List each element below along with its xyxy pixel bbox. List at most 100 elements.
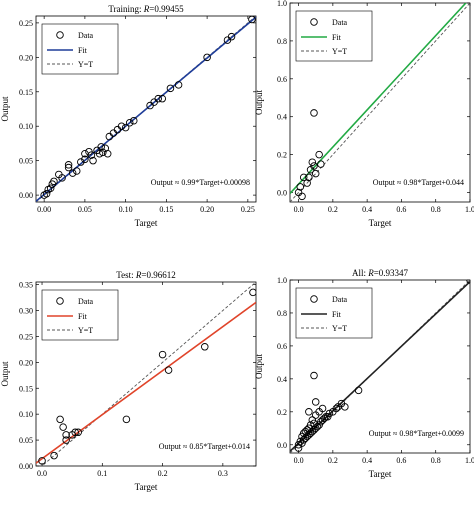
data-point — [296, 437, 305, 446]
x-tick-label: 0.3 — [218, 469, 228, 478]
data-point — [71, 428, 79, 437]
data-point — [95, 150, 104, 158]
data-point — [311, 398, 320, 406]
legend-data-marker — [56, 297, 64, 305]
legend-data-marker — [310, 18, 318, 26]
data-point — [166, 84, 175, 93]
data-point — [164, 366, 173, 374]
legend-fit-label: Fit — [78, 46, 88, 55]
y-tick-label: 0.4 — [277, 375, 287, 384]
title-r: R — [380, 0, 387, 1]
data-point — [310, 109, 318, 117]
y-tick-label: 0.0 — [277, 189, 287, 198]
lines-layer — [290, 280, 470, 453]
title-r: R — [135, 270, 142, 280]
lines-layer — [36, 282, 256, 466]
data-point — [121, 123, 130, 132]
legend: Data Fit Y=T — [295, 10, 373, 62]
y-tick-label: 0.00 — [19, 462, 33, 471]
data-point — [62, 436, 70, 444]
y-tick-label: 0.25 — [19, 19, 33, 28]
x-tick-label: 0.0 — [294, 456, 304, 465]
data-point — [81, 155, 89, 164]
title-prefix: Validation: — [339, 0, 381, 1]
y-tick-label: 0.0 — [277, 441, 287, 450]
panel-title: Training: R=0.99455 — [108, 4, 184, 14]
data-point — [311, 169, 320, 178]
data-point — [310, 162, 318, 170]
fit-line — [290, 281, 470, 452]
data-point — [68, 169, 77, 177]
data-point — [38, 457, 46, 465]
data-point — [318, 404, 327, 413]
y-tick-label: 0.35 — [19, 281, 33, 290]
data-point — [203, 53, 211, 62]
data-point — [46, 184, 55, 192]
title-value: =0.99455 — [149, 4, 184, 14]
legend-identity-label: Y=T — [332, 47, 347, 56]
panel-title: Test: R=0.96612 — [116, 270, 175, 280]
x-tick-label: 1.0 — [465, 205, 474, 214]
data-point — [42, 189, 51, 198]
x-tick-label: 0.4 — [362, 456, 372, 465]
x-tick-label: 0.2 — [328, 205, 338, 214]
y-tick-label: 0.20 — [19, 53, 33, 62]
y-tick-label: 0.2 — [277, 151, 287, 160]
title-value: =0.93347 — [374, 268, 409, 278]
data-point — [122, 415, 131, 424]
title-value: =0.96612 — [141, 270, 175, 280]
data-point — [227, 32, 236, 41]
x-tick-label: 0.6 — [396, 456, 406, 465]
y-tick-label: 0.2 — [277, 408, 287, 417]
data-point — [58, 174, 66, 182]
data-point — [325, 409, 334, 418]
data-point — [305, 408, 313, 416]
y-tick-label: 1.0 — [277, 0, 287, 8]
lines-layer — [36, 16, 256, 202]
data-point — [313, 422, 322, 431]
title-prefix: Test: — [116, 270, 136, 280]
legend-identity-label: Y=T — [332, 324, 347, 333]
legend: Data Fit Y=T — [41, 289, 119, 341]
data-point — [248, 16, 256, 24]
y-tick-label: 0.15 — [19, 384, 33, 393]
data-point — [59, 423, 67, 431]
panel-title: Validation: R=0.92536 — [339, 0, 421, 1]
x-tick-label: 0.2 — [328, 456, 338, 465]
data-point — [299, 173, 308, 182]
data-point — [320, 414, 329, 423]
data-point — [56, 415, 64, 424]
y-tick-label: 0.6 — [277, 342, 287, 351]
panel-2: Validation: R=0.92536 0.0 0.2 0.4 0.6 0.8 1.0 0… — [254, 0, 474, 228]
data-point — [308, 158, 317, 166]
x-axis-label: Target — [135, 218, 158, 228]
y-tick-label: 1.0 — [277, 276, 287, 285]
data-point — [466, 280, 470, 284]
legend-data-marker — [310, 295, 318, 303]
x-tick-label: 0.00 — [37, 205, 51, 214]
panel-3: Test: R=0.96612 0.0 0.1 0.2 0.3 0.00 0.05 0.10 0… — [0, 270, 257, 492]
x-tick-label: 0.15 — [159, 205, 173, 214]
y-tick-label: 0.15 — [19, 88, 33, 97]
y-tick-label: 0.05 — [19, 436, 33, 445]
legend-fit-label: Fit — [332, 310, 342, 319]
y-tick-label: 0.8 — [277, 37, 287, 46]
data-point — [303, 179, 311, 187]
y-tick-label: 0.05 — [19, 157, 33, 166]
panel-4: All: R=0.93347 0.0 0.2 0.4 0.6 0.8 1.0 0.0 0.2 0.… — [254, 268, 474, 479]
data-point — [332, 404, 341, 413]
legend-box — [295, 287, 373, 339]
identity-line — [41, 282, 256, 466]
panel-title: All: R=0.93347 — [352, 268, 409, 278]
title-prefix: Training: — [108, 4, 143, 14]
data-point — [50, 177, 58, 186]
data-point — [77, 158, 85, 166]
data-point — [158, 94, 167, 103]
data-point — [315, 150, 323, 159]
legend: Data Fit Y=T — [295, 287, 373, 339]
legend-data-label: Data — [332, 295, 348, 304]
y-axis-label: Output — [254, 354, 264, 380]
data-point — [74, 428, 82, 437]
data-point — [201, 343, 209, 351]
title-prefix: All: — [352, 268, 368, 278]
